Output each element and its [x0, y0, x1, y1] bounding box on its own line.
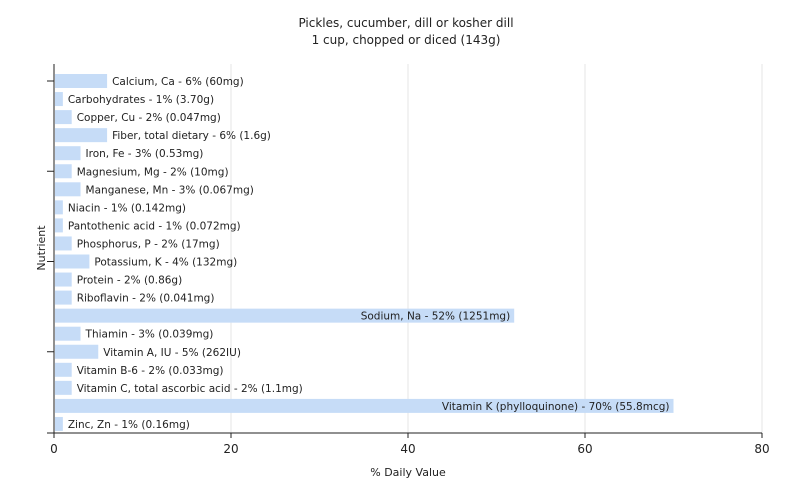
- bar-12: [55, 272, 72, 287]
- x-tick-label: 40: [400, 442, 415, 456]
- bar-5: [55, 146, 81, 161]
- data-label-16: Vitamin A, IU - 5% (262IU): [103, 347, 241, 359]
- data-label-14: Sodium, Na - 52% (1251mg): [361, 311, 510, 323]
- data-label-2: Carbohydrates - 1% (3.70g): [68, 94, 214, 106]
- bar-1: [55, 74, 108, 88]
- data-label-5: Iron, Fe - 3% (0.53mg): [86, 148, 204, 160]
- data-label-4: Fiber, total dietary - 6% (1.6g): [112, 130, 271, 142]
- bar-7: [55, 182, 81, 197]
- data-label-12: Protein - 2% (0.86g): [77, 275, 183, 287]
- bar-3: [55, 110, 72, 125]
- data-label-13: Riboflavin - 2% (0.041mg): [77, 293, 215, 305]
- bar-11: [55, 254, 90, 269]
- bar-9: [55, 218, 63, 233]
- bar-19: [55, 398, 674, 413]
- data-label-1: Calcium, Ca - 6% (60mg): [112, 76, 244, 88]
- bar-8: [55, 200, 63, 215]
- data-label-8: Niacin - 1% (0.142mg): [68, 202, 186, 214]
- x-axis-label: % Daily Value: [370, 466, 446, 479]
- bar-4: [55, 128, 108, 143]
- data-label-11: Potassium, K - 4% (132mg): [94, 257, 237, 269]
- x-tick-label: 0: [50, 442, 58, 456]
- bar-15: [55, 326, 81, 341]
- bar-6: [55, 164, 72, 179]
- x-tick-label: 20: [223, 442, 238, 456]
- data-label-group: Calcium, Ca - 6% (60mg) Carbohydrates - 1…: [68, 76, 670, 431]
- bar-2: [55, 92, 63, 107]
- x-tick-label: 60: [577, 442, 592, 456]
- data-label-7: Manganese, Mn - 3% (0.067mg): [86, 184, 254, 196]
- bar-17: [55, 362, 72, 377]
- data-label-18: Vitamin C, total ascorbic acid - 2% (1.1…: [77, 383, 303, 395]
- grid-lines: [230, 64, 763, 433]
- bar-13: [55, 290, 72, 305]
- bar-20: [55, 416, 63, 431]
- chart-subtitle: 1 cup, chopped or diced (143g): [312, 33, 501, 47]
- data-label-3: Copper, Cu - 2% (0.047mg): [77, 112, 221, 124]
- data-label-20: Zinc, Zn - 1% (0.16mg): [68, 419, 190, 431]
- y-axis-label: Nutrient: [35, 225, 48, 271]
- data-label-9: Pantothenic acid - 1% (0.072mg): [68, 220, 241, 232]
- data-label-19: Vitamin K (phylloquinone) - 70% (55.8mcg…: [442, 401, 670, 413]
- bar-14: [55, 308, 515, 323]
- bar-10: [55, 236, 72, 251]
- data-label-10: Phosphorus, P - 2% (17mg): [77, 238, 220, 250]
- data-label-15: Thiamin - 3% (0.039mg): [85, 329, 214, 341]
- bar-18: [55, 380, 72, 395]
- data-label-17: Vitamin B-6 - 2% (0.033mg): [77, 365, 224, 377]
- chart-title: Pickles, cucumber, dill or kosher dill: [298, 16, 513, 30]
- x-tick-group: 0 20 40 60 80: [50, 433, 770, 456]
- bar-16: [55, 344, 99, 359]
- data-label-6: Magnesium, Mg - 2% (10mg): [77, 166, 229, 178]
- bar-group: [55, 74, 674, 431]
- x-tick-label: 80: [754, 442, 769, 456]
